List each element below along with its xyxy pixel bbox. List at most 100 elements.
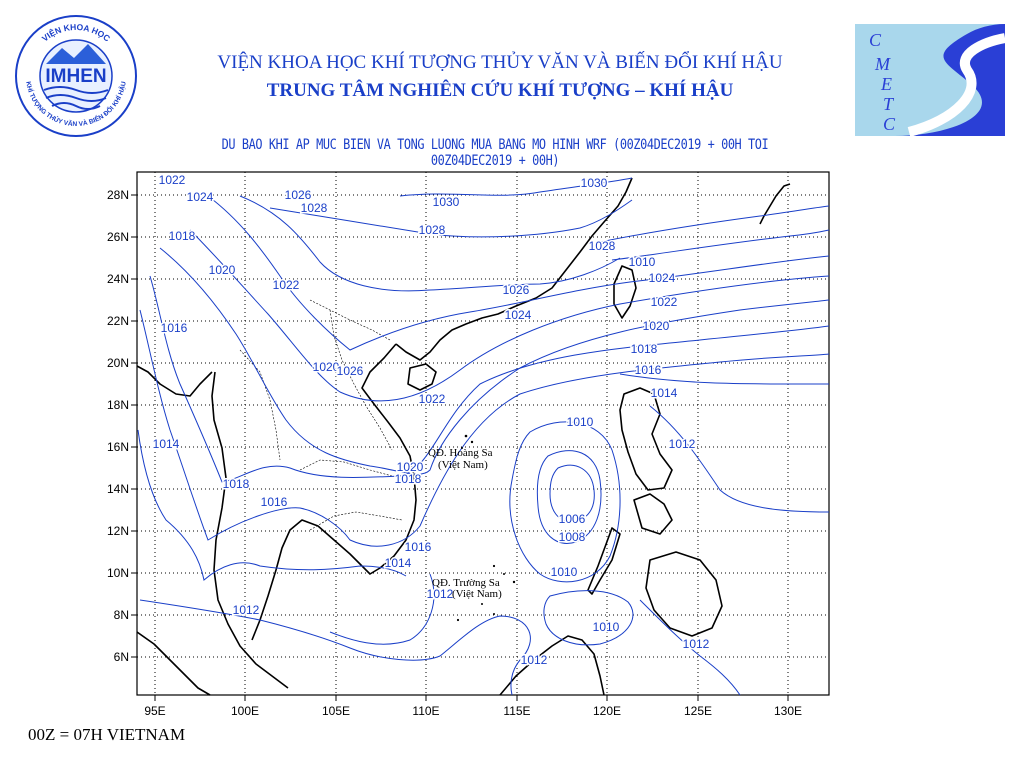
cmetc-logo: C M E T C (855, 24, 1005, 136)
isobar-label: 1024 (187, 190, 214, 204)
gulf-of-thailand-coast (251, 519, 363, 641)
lat-label-28n: 28N (107, 188, 129, 202)
lon-label-100e: 100E (231, 704, 259, 718)
hainan-island (407, 363, 437, 391)
truong-sa-label: QĐ. Trường Sa (432, 577, 500, 589)
isobar-label: 1018 (223, 477, 250, 491)
isobar-1012-south (139, 599, 531, 696)
isobar-label: 1016 (405, 540, 432, 554)
isobar-label: 1026 (285, 188, 312, 202)
isobar-label: 1022 (159, 173, 186, 187)
coastlines (136, 177, 791, 696)
isobar-label: 1014 (385, 556, 412, 570)
lon-label-125e: 125E (684, 704, 712, 718)
isobar-label: 1030 (581, 176, 608, 190)
isobar-label: 1010 (593, 620, 620, 634)
luzon-island (619, 387, 673, 491)
isobar-label: 1016 (635, 363, 662, 377)
isobar-label: 1012 (521, 653, 548, 667)
isobar-label: 1006 (559, 512, 586, 526)
isobar-label: 1018 (631, 342, 658, 356)
isobar-1024 (207, 195, 830, 351)
institute-title: VIỆN KHOA HỌC KHÍ TƯỢNG THỦY VĂN VÀ BIẾN… (217, 52, 783, 73)
vietnam-coast (361, 343, 417, 575)
map-frame (136, 171, 830, 696)
lat-label-6n: 6N (114, 650, 129, 664)
island-dots (456, 434, 516, 622)
bay-of-bengal-coast (136, 365, 213, 397)
isobar-label: 1030 (433, 195, 460, 209)
truong-sa-country: (Việt Nam) (452, 588, 502, 600)
lon-label-115e: 115E (503, 704, 530, 718)
timezone-note: 00Z = 07H VIETNAM (28, 725, 186, 744)
isobar-label: 1024 (649, 271, 676, 285)
palawan-island (587, 527, 621, 595)
island-annotations: QĐ. Hoàng Sa (Việt Nam) QĐ. Trường Sa (V… (428, 447, 502, 600)
isobar-label: 1028 (589, 239, 616, 253)
lat-label-22n: 22N (107, 314, 129, 328)
isobar-label: 1014 (651, 386, 678, 400)
isobar-label: 1010 (567, 415, 594, 429)
isobar-label: 1028 (301, 201, 328, 215)
isobar-label: 1014 (153, 437, 180, 451)
isobar-1014-south (329, 573, 435, 645)
isobars (137, 177, 830, 696)
lat-label-16n: 16N (107, 440, 129, 454)
isobar-label: 1020 (313, 360, 340, 374)
isobar-label: 1024 (505, 308, 532, 322)
ryukyu-islands (759, 183, 791, 225)
lon-label-120e: 120E (593, 704, 621, 718)
visayas-islands (633, 493, 673, 535)
hoang-sa-country: (Việt Nam) (438, 459, 488, 471)
lon-label-95e: 95E (144, 704, 165, 718)
isobar-label: 1012 (233, 603, 260, 617)
isobar-1008 (536, 450, 602, 544)
lat-label-18n: 18N (107, 398, 129, 412)
isobar-1016 (139, 309, 830, 547)
isobar-1028-north (269, 199, 633, 238)
lon-label-130e: 130E (774, 704, 802, 718)
china-coast (395, 177, 633, 361)
isobar-1006 (549, 464, 595, 523)
isobar-label: 1026 (503, 283, 530, 297)
sumatra-coast (136, 631, 211, 696)
isobar-1014-east (619, 373, 829, 385)
isobar-labels: 1022 1024 1018 1026 1028 1030 1028 1030 … (151, 172, 711, 669)
isobar-1010-center (509, 421, 621, 583)
isobar-label: 1008 (559, 530, 586, 544)
mindanao-island (645, 551, 723, 637)
isobar-1012-se (639, 599, 741, 696)
isobar-label: 1022 (651, 295, 678, 309)
isobar-label: 1010 (629, 255, 656, 269)
isobar-1012-east (649, 405, 830, 513)
isobar-label: 1028 (419, 223, 446, 237)
isobar-1026-north (239, 195, 621, 292)
isobar-1014-west (137, 429, 407, 581)
center-title: TRUNG TÂM NGHIÊN CỨU KHÍ TƯỢNG – KHÍ HẬU (266, 80, 734, 101)
isobar-label: 1010 (551, 565, 578, 579)
isobar-label: 1026 (337, 364, 364, 378)
isobar-label: 1012 (427, 587, 454, 601)
lat-label-12n: 12N (107, 524, 129, 538)
lon-label-105e: 105E (322, 704, 350, 718)
cmetc-letter-t: T (883, 94, 895, 114)
lon-label-110e: 110E (412, 704, 439, 718)
lat-label-24n: 24N (107, 272, 129, 286)
isobar-label: 1018 (169, 229, 196, 243)
isobar-1026-east (611, 229, 830, 261)
isobar-label: 1018 (395, 472, 422, 486)
map-caption: DU BAO KHI AP MUC BIEN VA TONG LUONG MUA… (221, 137, 769, 169)
isobar-label: 1020 (209, 263, 236, 277)
isobar-1020 (159, 247, 830, 475)
cmetc-letter-c1: C (869, 30, 882, 50)
lat-label-8n: 8N (114, 608, 129, 622)
cmetc-letter-m: M (874, 54, 891, 74)
isobar-label: 1022 (419, 392, 446, 406)
lat-label-14n: 14N (107, 482, 129, 496)
imhen-logo-name: IMHEN (45, 66, 106, 87)
hoang-sa-label: QĐ. Hoàng Sa (428, 447, 493, 459)
isobar-1010-south (543, 590, 634, 646)
isobar-label: 1022 (273, 278, 300, 292)
malay-peninsula-coast (211, 371, 289, 689)
